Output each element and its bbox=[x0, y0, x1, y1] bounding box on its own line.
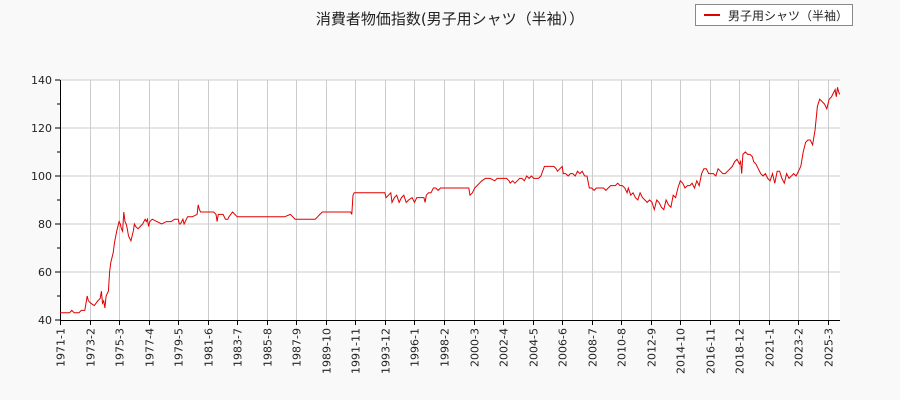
series-line bbox=[60, 87, 841, 314]
x-tick-label: 2000-3 bbox=[469, 328, 482, 367]
x-tick-label: 1973-2 bbox=[85, 328, 98, 367]
x-tick-label: 1996-1 bbox=[409, 328, 422, 367]
legend: 男子用シャツ（半袖） bbox=[695, 4, 853, 26]
x-tick-label: 1977-4 bbox=[144, 328, 157, 367]
y-tick-label: 60 bbox=[38, 266, 52, 279]
y-tick-label: 40 bbox=[38, 314, 52, 327]
y-tick-label: 120 bbox=[31, 122, 52, 135]
x-tick-label: 2002-4 bbox=[498, 328, 511, 367]
x-tick-label: 1971-1 bbox=[55, 328, 68, 367]
x-tick-label: 2012-9 bbox=[646, 328, 659, 367]
x-tick-label: 1985-8 bbox=[262, 328, 275, 367]
x-tick-label: 1983-7 bbox=[232, 328, 245, 367]
x-tick-label: 2004-5 bbox=[528, 328, 541, 367]
legend-label: 男子用シャツ（半袖） bbox=[728, 8, 849, 23]
x-tick-label: 1979-5 bbox=[173, 328, 186, 367]
x-tick-label: 2006-6 bbox=[557, 328, 570, 367]
x-tick-label: 1981-6 bbox=[203, 328, 216, 367]
x-tick-label: 2021-1 bbox=[764, 328, 777, 367]
x-tick-label: 2018-12 bbox=[734, 328, 747, 374]
legend-line-swatch bbox=[704, 14, 720, 16]
y-tick-label: 80 bbox=[38, 218, 52, 231]
x-tick-label: 1987-9 bbox=[291, 328, 304, 367]
chart-title: 消費者物価指数(男子用シャツ（半袖）） bbox=[315, 10, 585, 28]
x-tick-label: 2010-8 bbox=[616, 328, 629, 367]
x-tick-label: 2016-11 bbox=[705, 328, 718, 374]
x-tick-label: 2023-2 bbox=[793, 328, 806, 367]
x-tick-label: 2008-7 bbox=[587, 328, 600, 367]
x-tick-label: 1989-10 bbox=[321, 328, 334, 374]
x-tick-label: 1991-11 bbox=[350, 328, 363, 374]
grid-lines bbox=[60, 79, 840, 320]
x-tick-label: 1975-3 bbox=[114, 328, 127, 367]
x-tick-label: 1998-2 bbox=[439, 328, 452, 367]
x-tick-label: 1993-12 bbox=[380, 328, 393, 374]
y-tick-label: 140 bbox=[31, 74, 52, 87]
y-tick-label: 100 bbox=[31, 170, 52, 183]
x-tick-label: 2014-10 bbox=[675, 328, 688, 374]
plot-area bbox=[60, 80, 840, 320]
axes: 40 60 80 100 120 140 1971-1 1973-2 1975-3 1977-4 1… bbox=[31, 74, 840, 374]
x-tick-label: 2025-3 bbox=[823, 328, 836, 367]
